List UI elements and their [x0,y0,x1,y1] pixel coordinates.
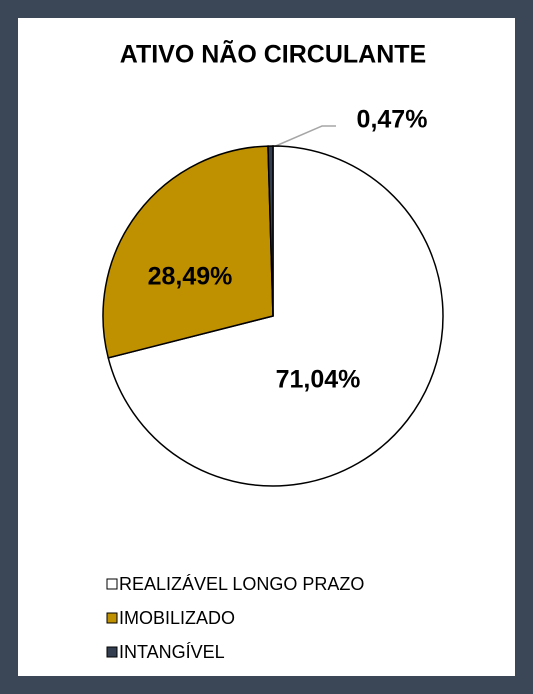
legend-label: INTANGÍVEL [119,642,225,662]
data-label: 71,04% [276,366,361,394]
legend-label: IMOBILIZADO [119,608,235,628]
pie-slice [102,145,274,359]
chart-title: ATIVO NÃO CIRCULANTE [120,39,426,69]
pie-slice [107,145,444,487]
legend-label: REALIZÁVEL LONGO PRAZO [119,574,364,594]
data-label: 28,49% [148,263,233,291]
leader-line [270,125,336,149]
data-label: 0,47% [357,106,428,134]
pie-slice [267,145,274,317]
legend-swatch [106,612,118,624]
legend-swatch [106,646,118,658]
legend-swatch [106,578,118,590]
